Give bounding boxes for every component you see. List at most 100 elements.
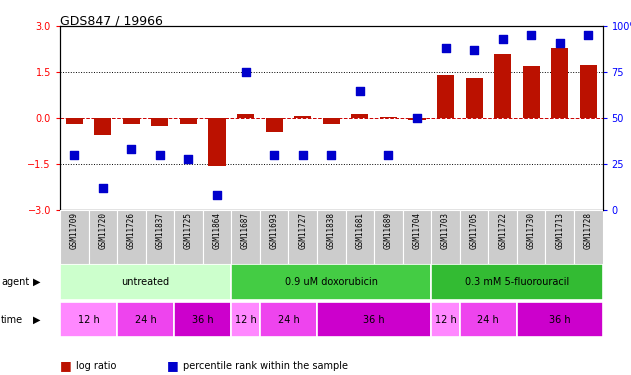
Point: [326, 152, 336, 158]
Point: [212, 192, 222, 198]
Text: GSM11864: GSM11864: [213, 211, 221, 249]
Bar: [66, 118, 83, 124]
Bar: [117, 302, 174, 338]
Text: GSM11730: GSM11730: [527, 211, 536, 249]
Bar: [374, 210, 403, 264]
Text: GSM11727: GSM11727: [298, 211, 307, 249]
Point: [98, 185, 108, 191]
Bar: [294, 116, 311, 118]
Text: 12 h: 12 h: [78, 315, 99, 325]
Bar: [117, 210, 146, 264]
Text: GSM11689: GSM11689: [384, 211, 393, 249]
Bar: [60, 210, 88, 264]
Bar: [146, 210, 174, 264]
Text: GSM11838: GSM11838: [327, 211, 336, 249]
Text: 0.9 uM doxorubicin: 0.9 uM doxorubicin: [285, 277, 378, 287]
Text: GSM11693: GSM11693: [269, 211, 279, 249]
Text: GSM11681: GSM11681: [355, 211, 364, 249]
Text: GSM11703: GSM11703: [441, 211, 450, 249]
Text: GSM11720: GSM11720: [98, 211, 107, 249]
Text: GDS847 / 19966: GDS847 / 19966: [60, 15, 163, 28]
Bar: [517, 302, 603, 338]
Point: [526, 33, 536, 39]
Bar: [403, 210, 431, 264]
Bar: [317, 210, 346, 264]
Bar: [408, 118, 425, 120]
Point: [412, 115, 422, 121]
Bar: [437, 75, 454, 118]
Point: [583, 33, 593, 39]
Bar: [380, 117, 397, 118]
Text: agent: agent: [1, 277, 30, 287]
Text: 12 h: 12 h: [435, 315, 456, 325]
Bar: [260, 302, 317, 338]
Text: 36 h: 36 h: [549, 315, 570, 325]
Bar: [288, 210, 317, 264]
Text: GSM11704: GSM11704: [413, 211, 422, 249]
Text: GSM11837: GSM11837: [155, 211, 165, 249]
Bar: [123, 118, 140, 124]
Text: GSM11687: GSM11687: [241, 211, 250, 249]
Text: ▶: ▶: [33, 315, 41, 325]
Bar: [174, 210, 203, 264]
Text: 24 h: 24 h: [135, 315, 156, 325]
Bar: [466, 78, 483, 118]
Bar: [174, 302, 232, 338]
Text: log ratio: log ratio: [76, 361, 116, 370]
Point: [126, 146, 136, 152]
Bar: [431, 264, 603, 300]
Bar: [545, 210, 574, 264]
Point: [184, 156, 194, 162]
Point: [498, 36, 508, 42]
Bar: [203, 210, 232, 264]
Text: ■: ■: [167, 359, 179, 372]
Point: [298, 152, 308, 158]
Bar: [322, 118, 340, 124]
Bar: [317, 302, 431, 338]
Point: [69, 152, 80, 158]
Bar: [488, 210, 517, 264]
Point: [269, 152, 279, 158]
Bar: [517, 210, 545, 264]
Bar: [208, 118, 226, 166]
Bar: [580, 64, 597, 118]
Text: GSM11705: GSM11705: [469, 211, 478, 249]
Text: 36 h: 36 h: [192, 315, 213, 325]
Text: ■: ■: [60, 359, 72, 372]
Bar: [574, 210, 603, 264]
Bar: [551, 48, 569, 118]
Bar: [522, 66, 540, 118]
Bar: [237, 114, 254, 118]
Bar: [232, 264, 431, 300]
Text: GSM11722: GSM11722: [498, 211, 507, 249]
Text: GSM11725: GSM11725: [184, 211, 193, 249]
Text: GSM11709: GSM11709: [70, 211, 79, 249]
Bar: [460, 302, 517, 338]
Bar: [494, 54, 511, 118]
Text: GSM11726: GSM11726: [127, 211, 136, 249]
Point: [384, 152, 394, 158]
Bar: [460, 210, 488, 264]
Bar: [88, 210, 117, 264]
Point: [440, 45, 451, 51]
Text: untreated: untreated: [122, 277, 170, 287]
Bar: [232, 302, 260, 338]
Bar: [60, 264, 232, 300]
Bar: [232, 210, 260, 264]
Text: 36 h: 36 h: [363, 315, 385, 325]
Bar: [180, 118, 197, 124]
Text: GSM11713: GSM11713: [555, 211, 564, 249]
Point: [469, 47, 479, 53]
Text: percentile rank within the sample: percentile rank within the sample: [183, 361, 348, 370]
Text: ▶: ▶: [33, 277, 41, 287]
Bar: [260, 210, 288, 264]
Text: 24 h: 24 h: [478, 315, 499, 325]
Bar: [431, 210, 460, 264]
Point: [555, 40, 565, 46]
Text: 0.3 mM 5-fluorouracil: 0.3 mM 5-fluorouracil: [465, 277, 569, 287]
Point: [240, 69, 251, 75]
Bar: [431, 302, 460, 338]
Text: GSM11728: GSM11728: [584, 211, 593, 249]
Bar: [351, 114, 369, 118]
Bar: [151, 118, 168, 126]
